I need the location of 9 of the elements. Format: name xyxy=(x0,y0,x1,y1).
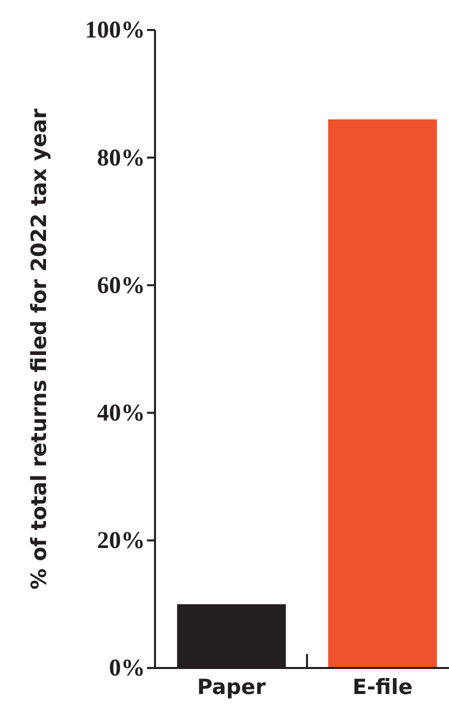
y-tick-label: 40% xyxy=(97,400,145,426)
y-tick-label: 20% xyxy=(97,528,145,554)
x-tick-label: Paper xyxy=(197,675,266,700)
y-tick-label: 0% xyxy=(109,656,145,682)
x-tick-label: E-file xyxy=(352,675,413,700)
y-tick-label: 60% xyxy=(97,272,145,299)
y-tick-label: 100% xyxy=(85,18,145,44)
y-tick-label: 80% xyxy=(97,145,145,172)
y-axis-title: % of total returns filed for 2022 tax year xyxy=(27,108,51,590)
